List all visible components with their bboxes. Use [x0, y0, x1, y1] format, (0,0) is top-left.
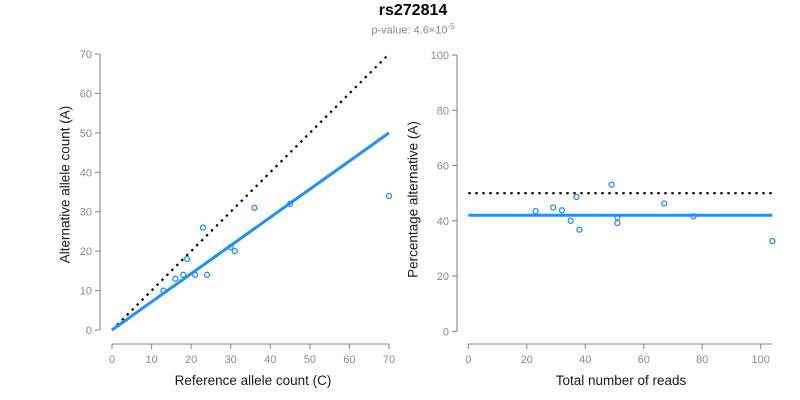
right-yaxis-label: Percentage alternative (A)	[405, 121, 421, 278]
data-point	[608, 181, 615, 188]
y-tick-label: 0	[443, 326, 449, 338]
fit-line	[111, 131, 390, 332]
x-tick-label: 10	[145, 354, 157, 366]
x-tick-label: 50	[304, 354, 316, 366]
x-tick-label: 40	[264, 354, 276, 366]
data-point	[251, 204, 258, 211]
figure-title: rs272814	[378, 2, 448, 19]
x-tick-label: 100	[752, 354, 770, 366]
data-point	[690, 213, 697, 220]
data-point	[573, 193, 580, 201]
data-point	[227, 244, 234, 251]
data-point	[203, 271, 211, 278]
x-tick-label: 20	[521, 354, 533, 366]
y-tick-label: 20	[80, 246, 92, 258]
data-point	[385, 192, 393, 200]
x-tick-label: 60	[638, 354, 650, 366]
data-point	[191, 271, 199, 278]
data-point	[567, 217, 574, 224]
data-point	[769, 237, 776, 245]
reference-line	[111, 53, 390, 331]
right-xaxis-label: Total number of reads	[555, 373, 687, 388]
y-tick-label: 40	[80, 167, 92, 179]
x-tick-label: 80	[696, 354, 708, 366]
x-tick-label: 30	[225, 354, 237, 366]
y-tick-label: 50	[80, 128, 92, 140]
y-tick-label: 20	[437, 271, 449, 283]
pvalue-text: p-value: 4.6×10	[371, 24, 448, 37]
data-point	[160, 287, 167, 294]
data-point	[286, 200, 294, 207]
x-tick-label: 20	[185, 354, 197, 366]
y-tick-label: 40	[437, 216, 449, 228]
data-point	[558, 207, 566, 214]
x-tick-label: 0	[109, 354, 115, 366]
x-tick-label: 0	[465, 354, 471, 366]
y-tick-label: 10	[80, 286, 92, 298]
y-tick-label: 70	[80, 49, 92, 61]
data-point	[661, 200, 668, 207]
data-point	[614, 219, 621, 227]
x-tick-label: 70	[383, 354, 395, 366]
data-point	[199, 224, 207, 231]
data-point	[172, 275, 179, 282]
data-point	[576, 226, 583, 233]
y-tick-label: 60	[80, 88, 92, 100]
data-point	[180, 271, 187, 278]
y-tick-label: 100	[431, 50, 449, 62]
left-scatter-panel: 0 10 20 30 40 50 60 70 0 10 20 30 40 50 60 70	[80, 49, 395, 366]
y-tick-label: 60	[437, 161, 449, 173]
figure-subtitle: p-value: 4.6×10-5	[371, 22, 454, 37]
y-tick-label: 80	[437, 105, 449, 117]
data-point	[184, 255, 191, 263]
data-point	[549, 204, 557, 211]
x-tick-label: 40	[579, 354, 591, 366]
data-point	[532, 207, 539, 215]
left-yaxis-label: Alternative allele count (A)	[57, 105, 73, 264]
y-tick-label: 0	[86, 325, 92, 337]
x-tick-label: 60	[343, 354, 355, 366]
right-scatter-panel: 0 20 40 60 80 100 0 20 40 60 80 100	[431, 50, 776, 366]
y-tick-label: 30	[80, 207, 92, 219]
left-xaxis-label: Reference allele count (C)	[174, 373, 332, 388]
pvalue-exponent: -5	[447, 22, 455, 31]
data-point	[231, 247, 238, 255]
